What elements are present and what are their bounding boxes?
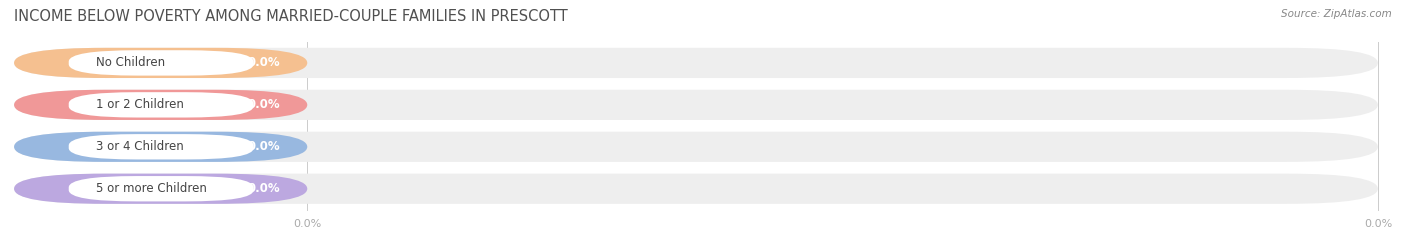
Text: Source: ZipAtlas.com: Source: ZipAtlas.com	[1281, 9, 1392, 19]
FancyBboxPatch shape	[14, 132, 1378, 162]
Text: 0.0%: 0.0%	[247, 98, 280, 111]
FancyBboxPatch shape	[14, 132, 308, 162]
FancyBboxPatch shape	[14, 174, 1378, 204]
Text: 0.0%: 0.0%	[294, 219, 322, 229]
Text: 0.0%: 0.0%	[247, 182, 280, 195]
FancyBboxPatch shape	[69, 92, 253, 117]
FancyBboxPatch shape	[69, 176, 253, 201]
FancyBboxPatch shape	[69, 50, 253, 75]
Text: 0.0%: 0.0%	[247, 56, 280, 69]
Text: INCOME BELOW POVERTY AMONG MARRIED-COUPLE FAMILIES IN PRESCOTT: INCOME BELOW POVERTY AMONG MARRIED-COUPL…	[14, 9, 568, 24]
Text: 0.0%: 0.0%	[1364, 219, 1392, 229]
FancyBboxPatch shape	[14, 174, 308, 204]
Text: No Children: No Children	[96, 56, 165, 69]
Text: 1 or 2 Children: 1 or 2 Children	[96, 98, 184, 111]
FancyBboxPatch shape	[14, 90, 1378, 120]
FancyBboxPatch shape	[69, 134, 253, 159]
Text: 5 or more Children: 5 or more Children	[96, 182, 207, 195]
Text: 3 or 4 Children: 3 or 4 Children	[96, 140, 184, 153]
FancyBboxPatch shape	[14, 48, 308, 78]
Text: 0.0%: 0.0%	[247, 140, 280, 153]
FancyBboxPatch shape	[14, 90, 308, 120]
FancyBboxPatch shape	[14, 48, 1378, 78]
